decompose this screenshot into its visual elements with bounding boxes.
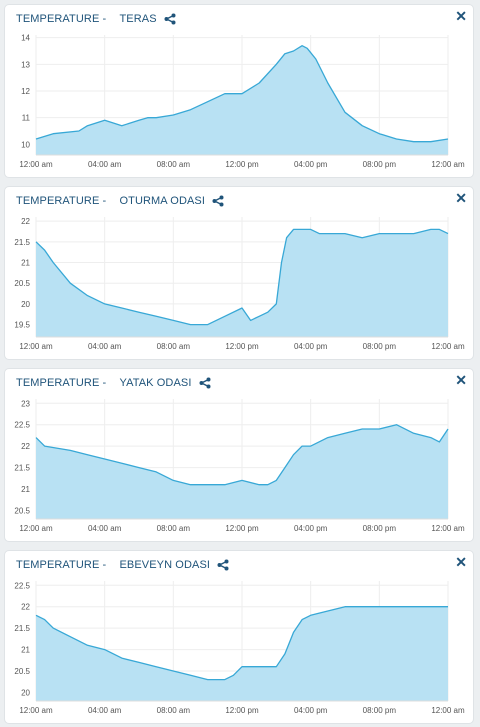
share-icon[interactable] <box>199 377 211 389</box>
y-tick-label: 13 <box>21 60 30 69</box>
temperature-chart: 19.5 20 20.5 21 21.5 22 12:00 am 04:00 am 08:00 … <box>14 217 465 351</box>
y-tick-label: 12 <box>21 87 30 96</box>
panel-title-room: YATAK ODASI <box>119 377 192 389</box>
y-tick-label: 20.5 <box>14 279 30 288</box>
area-fill <box>36 424 448 519</box>
x-tick-label: 08:00 am <box>157 160 191 169</box>
panel-title: TEMPERATURE - YATAK ODASI <box>16 377 211 389</box>
chart-panel-yatak-odasi: TEMPERATURE - YATAK ODASI ✕ 20.5 21 21.5 22… <box>4 368 474 542</box>
y-tick-label: 22 <box>21 217 30 226</box>
y-tick-label: 14 <box>21 34 30 43</box>
x-tick-label: 08:00 am <box>157 342 191 351</box>
temperature-chart: 20 20.5 21 21.5 22 22.5 12:00 am 04:00 am 08:00 … <box>14 581 465 715</box>
x-tick-label: 12:00 pm <box>225 342 259 351</box>
x-tick-label: 12:00 pm <box>225 706 259 715</box>
share-icon[interactable] <box>212 195 224 207</box>
x-tick-label: 12:00 am <box>431 160 465 169</box>
series-line <box>35 606 448 681</box>
close-icon[interactable]: ✕ <box>455 554 467 570</box>
temperature-chart: 10 11 12 13 14 12:00 am 04:00 am 08:00 am 12:00 … <box>19 34 465 169</box>
y-tick-label: 22.5 <box>14 421 30 430</box>
y-tick-label: 20.5 <box>14 506 30 515</box>
y-tick-label: 21.5 <box>14 464 30 473</box>
x-tick-label: 12:00 am <box>431 524 465 533</box>
panel-title-label: TEMPERATURE - <box>16 13 107 25</box>
x-tick-label: 12:00 am <box>19 706 53 715</box>
x-tick-label: 04:00 pm <box>294 706 328 715</box>
y-tick-label: 22 <box>21 603 30 612</box>
x-tick-label: 12:00 am <box>19 160 53 169</box>
y-tick-label: 11 <box>22 114 31 123</box>
y-tick-label: 21.5 <box>14 624 30 633</box>
y-tick-label: 23 <box>21 399 30 408</box>
panel-title-label: TEMPERATURE - <box>16 195 107 207</box>
series-line <box>35 228 449 326</box>
panel-title-room: OTURMA ODASI <box>119 195 206 207</box>
x-tick-label: 08:00 am <box>157 706 191 715</box>
area-fill <box>36 229 448 337</box>
x-tick-label: 12:00 pm <box>225 160 259 169</box>
y-tick-label: 21 <box>21 259 30 268</box>
x-tick-label: 12:00 am <box>19 342 53 351</box>
y-tick-label: 20 <box>21 300 30 309</box>
x-tick-label: 12:00 am <box>19 524 53 533</box>
panel-title: TEMPERATURE - EBEVEYN ODASI <box>16 559 229 571</box>
share-icon[interactable] <box>164 13 176 25</box>
area-fill <box>36 606 448 701</box>
panel-title-label: TEMPERATURE - <box>16 377 107 389</box>
x-tick-label: 08:00 am <box>157 524 191 533</box>
share-icon[interactable] <box>217 559 229 571</box>
x-tick-label: 08:00 pm <box>363 706 397 715</box>
y-tick-label: 21 <box>21 646 30 655</box>
y-tick-label: 20.5 <box>14 667 30 676</box>
y-tick-label: 21.5 <box>14 238 30 247</box>
y-tick-label: 21 <box>21 485 30 494</box>
x-tick-label: 04:00 am <box>88 160 122 169</box>
panel-title-room: TERAS <box>119 13 157 25</box>
y-tick-label: 19.5 <box>14 321 30 330</box>
close-icon[interactable]: ✕ <box>455 372 467 388</box>
x-tick-label: 04:00 pm <box>294 342 328 351</box>
chart-panel-teras: TEMPERATURE - TERAS ✕ 10 11 12 13 14 12:00 am… <box>4 4 474 178</box>
x-tick-label: 08:00 pm <box>363 160 397 169</box>
x-tick-label: 04:00 am <box>88 524 122 533</box>
panel-title-label: TEMPERATURE - <box>16 559 107 571</box>
panel-title: TEMPERATURE - OTURMA ODASI <box>16 195 224 207</box>
x-tick-label: 08:00 pm <box>363 524 397 533</box>
y-tick-label: 20 <box>21 688 30 697</box>
x-tick-label: 12:00 am <box>431 342 465 351</box>
x-tick-label: 04:00 pm <box>294 524 328 533</box>
chart-panel-ebeveyn-odasi: TEMPERATURE - EBEVEYN ODASI ✕ 20 20.5 21 21… <box>4 550 474 724</box>
chart-panel-oturma-odasi: TEMPERATURE - OTURMA ODASI ✕ 19.5 20 20.5 2… <box>4 186 474 360</box>
close-icon[interactable]: ✕ <box>455 190 467 206</box>
y-tick-label: 10 <box>21 140 30 149</box>
panel-title: TEMPERATURE - TERAS <box>16 13 176 25</box>
series-line <box>35 424 449 486</box>
y-tick-label: 22.5 <box>14 581 30 590</box>
x-tick-label: 12:00 am <box>431 706 465 715</box>
panel-title-room: EBEVEYN ODASI <box>119 559 211 571</box>
x-tick-label: 08:00 pm <box>363 342 397 351</box>
series-line <box>35 45 449 143</box>
x-tick-label: 04:00 pm <box>294 160 328 169</box>
x-tick-label: 04:00 am <box>88 706 122 715</box>
temperature-chart: 20.5 21 21.5 22 22.5 23 12:00 am 04:00 am 08:00 … <box>14 399 465 533</box>
area-fill <box>36 45 448 156</box>
x-tick-label: 04:00 am <box>88 342 122 351</box>
x-tick-label: 12:00 pm <box>225 524 259 533</box>
y-tick-label: 22 <box>21 442 30 451</box>
close-icon[interactable]: ✕ <box>455 8 467 24</box>
